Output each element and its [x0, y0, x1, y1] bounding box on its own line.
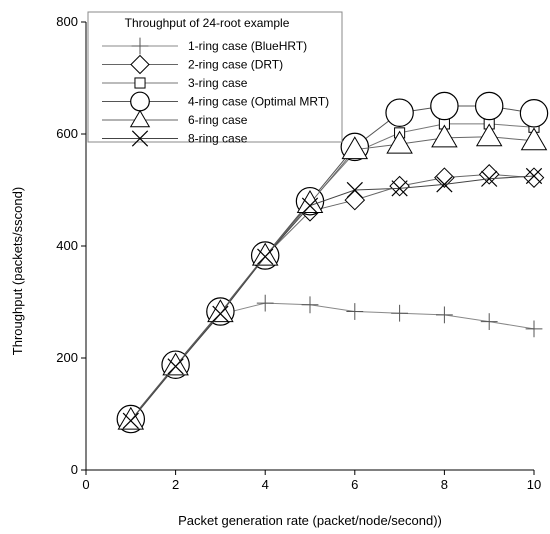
- series-line: [130, 123, 535, 420]
- data-point-x: [212, 305, 229, 322]
- series-x: [122, 167, 543, 429]
- legend-label: 1-ring case (BlueHRT): [188, 39, 307, 53]
- series-line: [130, 136, 535, 421]
- x-tick-label: 6: [351, 477, 358, 492]
- y-tick-label: 800: [56, 14, 78, 29]
- data-point-triangle: [162, 352, 189, 376]
- data-point-triangle: [386, 130, 413, 154]
- data-point-diamond: [523, 167, 545, 188]
- legend-item: 2-ring case (DRT): [102, 54, 283, 75]
- data-point-plus: [480, 313, 498, 330]
- y-tick-label: 400: [56, 238, 78, 253]
- data-point-triangle: [341, 136, 369, 160]
- data-point-triangle: [296, 190, 324, 213]
- legend-label: 2-ring case (DRT): [188, 58, 283, 72]
- y-tick-label: 0: [71, 462, 78, 477]
- series-line: [130, 173, 535, 420]
- y-tick-label: 200: [56, 350, 78, 365]
- x-tick-label: 2: [172, 477, 179, 492]
- data-point-circle: [130, 91, 150, 112]
- data-point-x: [301, 197, 319, 214]
- series-layer: [116, 91, 549, 434]
- legend-item: 6-ring case: [102, 109, 248, 128]
- data-point-triangle: [129, 109, 151, 128]
- data-point-plus: [256, 294, 274, 312]
- data-point-triangle: [251, 242, 279, 266]
- data-point-x: [391, 180, 408, 197]
- y-tick-label: 600: [56, 126, 78, 141]
- x-axis-title: Packet generation rate (packet/node/seco…: [178, 513, 442, 528]
- legend-title: Throughput of 24-root example: [125, 16, 290, 30]
- data-point-x: [167, 358, 184, 375]
- legend: Throughput of 24-root example 1-ring case…: [87, 11, 343, 147]
- series-line: [130, 175, 535, 422]
- data-point-plus: [525, 320, 543, 338]
- y-axis-title: Throughput (packets/sscond): [10, 187, 25, 355]
- data-point-diamond: [130, 54, 150, 75]
- series-line: [130, 302, 535, 420]
- series-triangle: [117, 123, 548, 430]
- data-point-diamond: [478, 164, 500, 185]
- data-point-x: [525, 167, 543, 185]
- data-point-x: [481, 170, 498, 187]
- x-tick-label: 8: [441, 477, 448, 492]
- legend-label: 3-ring case: [188, 76, 248, 90]
- legend-label: 8-ring case: [188, 132, 248, 146]
- data-point-diamond: [344, 189, 366, 211]
- data-point-triangle: [207, 299, 234, 323]
- data-point-circle: [474, 91, 504, 121]
- data-point-x: [131, 130, 149, 147]
- legend-item: 1-ring case (BlueHRT): [102, 37, 307, 55]
- data-point-square: [134, 77, 146, 89]
- legend-item: 3-ring case: [102, 76, 248, 90]
- data-point-circle: [430, 91, 459, 121]
- x-tick-label: 0: [82, 477, 89, 492]
- legend-item: 8-ring case: [102, 130, 248, 147]
- data-point-plus: [436, 306, 453, 324]
- data-point-triangle: [475, 123, 503, 147]
- data-point-diamond: [434, 167, 455, 188]
- data-point-x: [346, 181, 363, 199]
- data-point-x: [436, 176, 453, 193]
- series-line: [130, 105, 535, 420]
- data-point-plus: [301, 296, 319, 314]
- data-point-x: [122, 412, 139, 429]
- legend-label: 4-ring case (Optimal MRT): [188, 95, 329, 109]
- x-tick-label: 10: [527, 477, 541, 492]
- data-point-triangle: [117, 406, 145, 430]
- data-point-circle: [385, 98, 414, 127]
- series-diamond: [120, 164, 545, 430]
- data-point-triangle: [520, 127, 548, 151]
- legend-item: 4-ring case (Optimal MRT): [102, 91, 329, 112]
- series-square: [125, 118, 540, 426]
- data-point-circle: [519, 99, 549, 128]
- data-point-plus: [346, 303, 364, 320]
- data-point-plus: [391, 304, 408, 322]
- data-point-triangle: [431, 124, 458, 148]
- legend-label: 6-ring case: [188, 113, 248, 127]
- x-tick-label: 4: [262, 477, 269, 492]
- axes: 0 2 4 6 8 10 0 200 400 600 800: [56, 14, 541, 492]
- data-point-x: [257, 248, 274, 265]
- legend-box: [87, 11, 343, 143]
- data-point-diamond: [389, 175, 410, 197]
- data-point-plus: [131, 37, 149, 55]
